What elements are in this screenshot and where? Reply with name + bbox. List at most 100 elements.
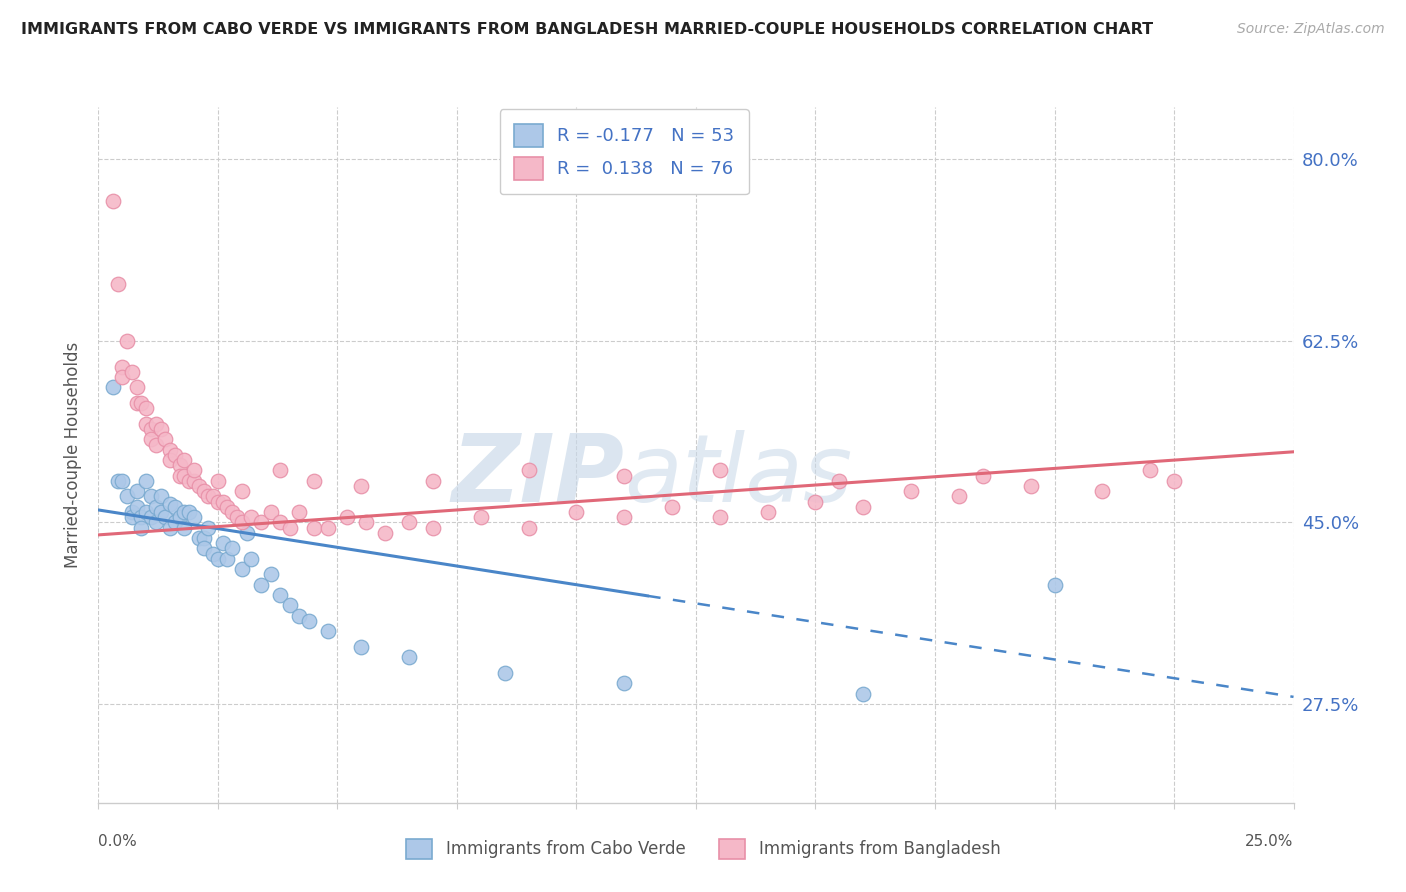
Point: [183, 463, 205, 477]
Point: [101, 194, 124, 208]
Point: [135, 505, 157, 519]
Point: [398, 650, 420, 665]
Point: [183, 474, 205, 488]
Point: [169, 510, 191, 524]
Point: [517, 520, 540, 534]
Text: 0.0%: 0.0%: [98, 834, 138, 849]
Point: [125, 500, 148, 514]
Point: [804, 494, 827, 508]
Point: [202, 547, 225, 561]
Point: [269, 588, 291, 602]
Point: [494, 665, 516, 680]
Text: ZIP: ZIP: [451, 430, 624, 522]
Point: [350, 640, 373, 654]
Point: [202, 490, 225, 504]
Point: [187, 531, 209, 545]
Point: [374, 525, 396, 540]
Point: [163, 500, 186, 514]
Point: [250, 516, 273, 530]
Point: [149, 422, 172, 436]
Point: [111, 370, 134, 384]
Point: [155, 433, 177, 447]
Point: [661, 500, 683, 514]
Point: [1139, 463, 1161, 477]
Point: [207, 551, 229, 566]
Point: [278, 599, 301, 613]
Point: [193, 484, 215, 499]
Legend: R = -0.177   N = 53, R =  0.138   N = 76: R = -0.177 N = 53, R = 0.138 N = 76: [499, 109, 749, 194]
Point: [852, 687, 875, 701]
Point: [354, 516, 377, 530]
Point: [211, 494, 233, 508]
Point: [217, 500, 239, 514]
Point: [163, 516, 186, 530]
Point: [226, 510, 249, 524]
Point: [756, 505, 779, 519]
Point: [298, 614, 321, 628]
Point: [613, 676, 636, 690]
Point: [121, 510, 143, 524]
Point: [107, 277, 129, 291]
Point: [139, 510, 162, 524]
Point: [139, 422, 162, 436]
Point: [145, 516, 167, 530]
Point: [121, 505, 143, 519]
Point: [1043, 578, 1066, 592]
Point: [193, 541, 215, 556]
Point: [149, 505, 172, 519]
Point: [828, 474, 851, 488]
Point: [145, 500, 167, 514]
Point: [155, 510, 177, 524]
Point: [852, 500, 875, 514]
Point: [179, 505, 201, 519]
Point: [135, 417, 157, 431]
Point: [470, 510, 492, 524]
Point: [159, 497, 181, 511]
Point: [231, 516, 253, 530]
Point: [240, 510, 263, 524]
Point: [269, 516, 291, 530]
Point: [135, 474, 157, 488]
Point: [235, 525, 257, 540]
Point: [173, 505, 195, 519]
Point: [1091, 484, 1114, 499]
Point: [183, 510, 205, 524]
Point: [149, 490, 172, 504]
Text: Source: ZipAtlas.com: Source: ZipAtlas.com: [1237, 22, 1385, 37]
Y-axis label: Married-couple Households: Married-couple Households: [65, 342, 83, 568]
Point: [197, 520, 219, 534]
Point: [207, 494, 229, 508]
Point: [187, 479, 209, 493]
Point: [173, 520, 195, 534]
Point: [316, 520, 339, 534]
Point: [350, 479, 373, 493]
Point: [131, 520, 153, 534]
Point: [613, 468, 636, 483]
Point: [131, 510, 153, 524]
Point: [302, 474, 325, 488]
Point: [135, 401, 157, 416]
Point: [125, 380, 148, 394]
Point: [159, 520, 181, 534]
Point: [193, 531, 215, 545]
Point: [422, 520, 444, 534]
Point: [517, 463, 540, 477]
Point: [197, 490, 219, 504]
Point: [709, 463, 731, 477]
Point: [125, 484, 148, 499]
Point: [269, 463, 291, 477]
Point: [173, 468, 195, 483]
Point: [121, 365, 143, 379]
Point: [948, 490, 970, 504]
Point: [217, 551, 239, 566]
Legend: Immigrants from Cabo Verde, Immigrants from Bangladesh: Immigrants from Cabo Verde, Immigrants f…: [399, 832, 1007, 866]
Point: [163, 448, 186, 462]
Text: atlas: atlas: [624, 430, 852, 521]
Point: [398, 516, 420, 530]
Point: [613, 510, 636, 524]
Point: [169, 458, 191, 473]
Point: [111, 359, 134, 374]
Point: [259, 567, 281, 582]
Point: [169, 468, 191, 483]
Text: 25.0%: 25.0%: [1246, 834, 1294, 849]
